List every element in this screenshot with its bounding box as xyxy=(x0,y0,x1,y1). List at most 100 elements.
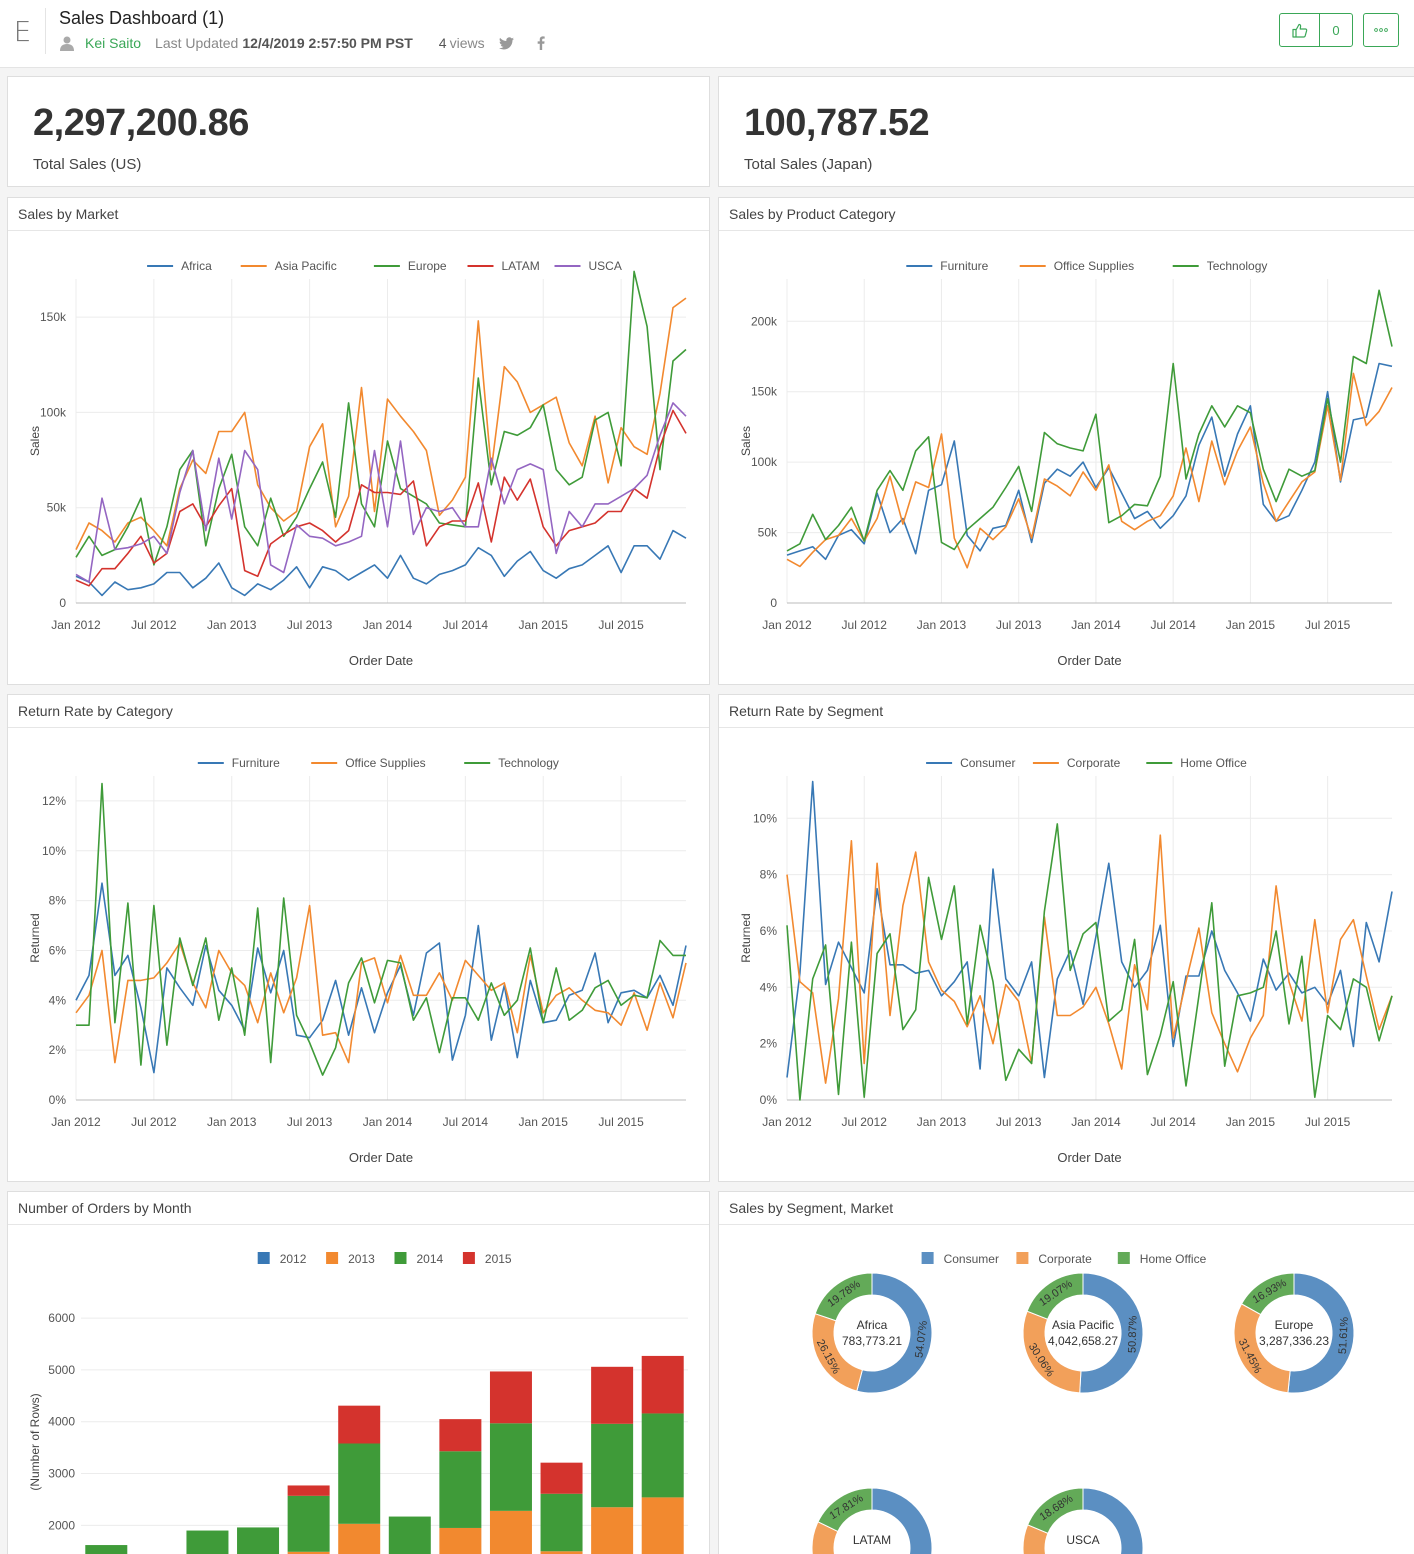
donut-market-name: Europe xyxy=(1275,1318,1314,1332)
legend-swatch xyxy=(1016,1252,1029,1264)
legend-label: Technology xyxy=(1207,259,1268,273)
kpi-value: 2,297,200.86 xyxy=(33,102,249,144)
bar-segment-2015 xyxy=(338,1405,381,1444)
orders-by-month-chart[interactable]: 2000 3000 4000 5000 6000 2012 2013 2014 2015 (Num… xyxy=(8,1192,709,1554)
y-tick-label: 4000 xyxy=(48,1415,75,1429)
y-tick-label: 4% xyxy=(760,980,778,994)
y-tick-label: 6000 xyxy=(48,1311,75,1325)
y-tick-label: 0% xyxy=(760,1093,778,1107)
return-rate-category-chart[interactable]: Jan 2012 Jul 2012 Jan 2013 Jul 2013 Jan 2014… xyxy=(8,695,709,1181)
sales-by-segment-market-chart[interactable]: Consumer Corporate Home Office54.07%26.15%… xyxy=(719,1192,1414,1554)
last-updated-label: Last Updated xyxy=(155,35,239,51)
bar-segment-2014 xyxy=(489,1423,532,1511)
legend-label: Furniture xyxy=(232,756,280,770)
views-count: 4 xyxy=(438,35,447,51)
kpi-value: 100,787.52 xyxy=(744,102,930,144)
donut-market-name: Asia Pacific xyxy=(1052,1318,1114,1332)
app-logo[interactable]: E xyxy=(0,8,46,54)
y-tick-label: 8% xyxy=(760,868,778,882)
chart-legend: Furniture Office Supplies Technology xyxy=(197,756,559,770)
x-tick-label: Jul 2014 xyxy=(443,1115,489,1129)
chart-legend: Furniture Office Supplies Technology xyxy=(906,259,1267,273)
panel-return-rate-by-segment: Return Rate by Segment Jan 2012 Jul 2012 J… xyxy=(718,694,1414,1182)
donut-latam: 17.81%LATAM xyxy=(811,1487,933,1554)
y-axis-title: Sales xyxy=(739,426,753,456)
series-line-corporate xyxy=(786,834,1393,1084)
x-tick-label: Jan 2015 xyxy=(519,1115,569,1129)
series-line-technology xyxy=(76,782,686,1076)
donut-market-total: 783,773.21 xyxy=(842,1334,902,1348)
more-button[interactable] xyxy=(1363,13,1399,47)
legend-label: Office Supplies xyxy=(345,756,426,770)
legend-swatch xyxy=(462,1252,475,1264)
dashboard-meta: Kei Saito Last Updated 12/4/2019 2:57:50… xyxy=(59,34,567,52)
x-tick-label: Jul 2013 xyxy=(287,1115,333,1129)
panel-title: Return Rate by Segment xyxy=(719,695,1414,728)
x-tick-label: Jul 2015 xyxy=(598,618,644,632)
bar-segment-2014 xyxy=(287,1495,330,1552)
series-line-furniture xyxy=(75,882,687,1074)
y-axis-title: (Number of Rows) xyxy=(28,1393,42,1490)
sales-by-category-chart[interactable]: Jan 2012 Jul 2012 Jan 2013 Jul 2013 Jan 2014… xyxy=(719,198,1414,684)
series-line-home-office xyxy=(786,823,1393,1101)
x-tick-label: Jan 2012 xyxy=(51,1115,101,1129)
panel-title: Sales by Segment, Market xyxy=(719,1192,1414,1225)
x-tick-label: Jul 2013 xyxy=(287,618,333,632)
twitter-icon[interactable] xyxy=(499,35,515,51)
bar-segment-2014 xyxy=(186,1530,229,1554)
x-tick-label: Jul 2012 xyxy=(842,618,888,632)
return-rate-segment-chart[interactable]: Jan 2012 Jul 2012 Jan 2013 Jul 2013 Jan 2014… xyxy=(719,695,1414,1181)
slice-label: 50.87% xyxy=(1127,1315,1140,1353)
legend-label: Corporate xyxy=(1067,756,1121,770)
like-count: 0 xyxy=(1332,22,1340,38)
thumbs-up-icon[interactable] xyxy=(1280,14,1320,46)
donut-slice xyxy=(817,1487,873,1533)
bar-segment-2015 xyxy=(540,1462,583,1494)
x-tick-label: Jan 2012 xyxy=(762,618,812,632)
bar-segment-2013 xyxy=(641,1497,684,1554)
legend-label: 2012 xyxy=(280,1252,307,1266)
x-tick-label: Jul 2015 xyxy=(1305,618,1351,632)
x-tick-label: Jan 2014 xyxy=(1071,1115,1121,1129)
legend-label: Europe xyxy=(408,259,447,273)
legend-swatch xyxy=(257,1252,270,1264)
x-tick-label: Jan 2014 xyxy=(1071,618,1121,632)
last-updated-value: 12/4/2019 2:57:50 PM PST xyxy=(242,35,413,51)
legend-label: 2015 xyxy=(485,1252,512,1266)
kpi-total-sales-japan: 100,787.52 Total Sales (Japan) xyxy=(718,76,1414,187)
legend-label: USCA xyxy=(589,259,622,273)
bar-segment-2014 xyxy=(338,1443,381,1524)
bar-segment-2014 xyxy=(85,1545,128,1554)
facebook-icon[interactable] xyxy=(533,35,549,51)
top-bar: E Sales Dashboard (1) Kei Saito Last Upd… xyxy=(0,0,1414,68)
x-tick-label: Jul 2015 xyxy=(1305,1115,1351,1129)
chart-legend: 2012 2013 2014 2015 xyxy=(257,1252,512,1266)
series-line-furniture xyxy=(786,362,1393,561)
author-link[interactable]: Kei Saito xyxy=(85,35,142,51)
slice-label: 51.61% xyxy=(1337,1316,1351,1354)
sales-by-market-chart[interactable]: Jan 2012 Jul 2012 Jan 2013 Jul 2013 Jan 2014… xyxy=(8,198,709,684)
y-tick-label: 150k xyxy=(751,385,778,399)
donut-market-name: USCA xyxy=(1066,1533,1099,1547)
legend-label: Consumer xyxy=(944,1252,999,1266)
x-tick-label: Jul 2012 xyxy=(842,1115,888,1129)
like-button[interactable]: 0 xyxy=(1279,13,1353,47)
y-tick-label: 100k xyxy=(40,405,67,419)
bar-segment-2013 xyxy=(439,1527,482,1554)
x-axis-title: Order Date xyxy=(349,1150,413,1165)
bar-segment-2015 xyxy=(489,1371,532,1424)
bar-segment-2014 xyxy=(591,1423,634,1508)
y-axis-title: Returned xyxy=(739,913,753,962)
y-tick-label: 2000 xyxy=(48,1518,75,1532)
series-line-latam xyxy=(75,409,687,587)
series-line-asia-pacific xyxy=(75,297,687,550)
x-tick-label: Jul 2013 xyxy=(996,618,1042,632)
bar-segment-2013 xyxy=(591,1507,634,1554)
legend-label: Consumer xyxy=(960,756,1015,770)
x-axis-title: Order Date xyxy=(1057,653,1121,668)
panel-title: Number of Orders by Month xyxy=(8,1192,709,1225)
bar-segment-2015 xyxy=(591,1366,634,1424)
grid xyxy=(75,776,686,1101)
y-tick-label: 4% xyxy=(49,993,67,1007)
series-line-usca xyxy=(75,402,687,583)
